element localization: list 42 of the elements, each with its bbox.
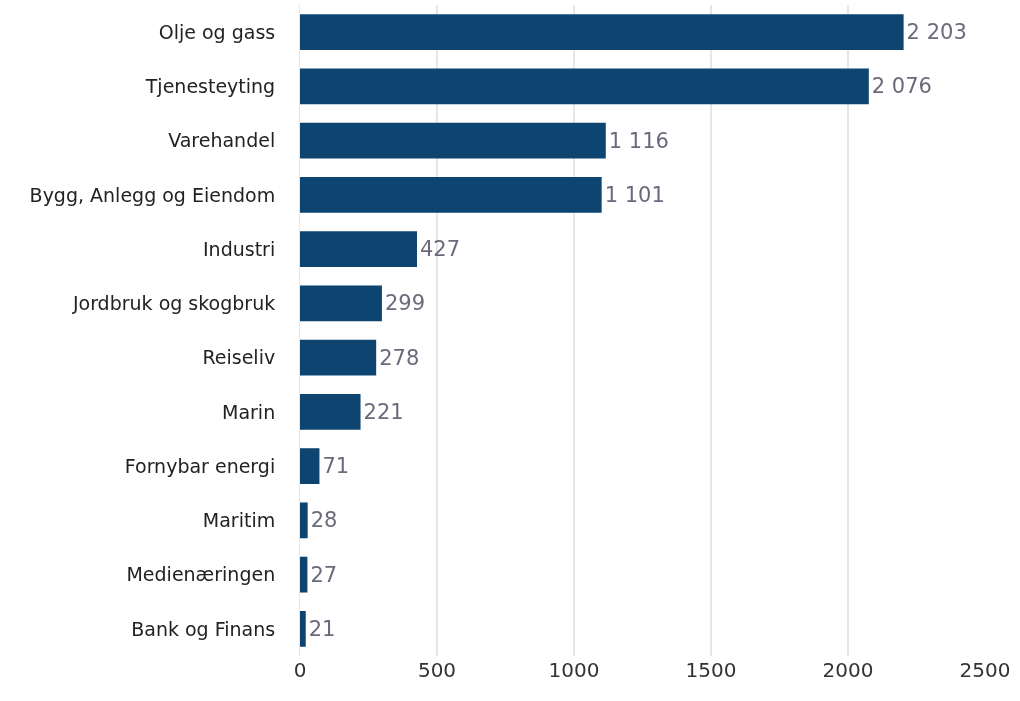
data-label: 278 (379, 345, 420, 370)
data-label: 27 (310, 562, 338, 587)
data-label: 1 101 (604, 182, 665, 207)
data-label: 28 (310, 508, 338, 533)
bar (300, 610, 306, 647)
x-tick-label: 2500 (959, 658, 1011, 682)
y-tick-label: Bygg, Anlegg og Eiendom (29, 183, 276, 206)
bar (300, 285, 382, 322)
bar (300, 393, 361, 430)
y-tick-label: Varehandel (168, 129, 276, 152)
bar (300, 339, 377, 376)
bar (300, 122, 606, 159)
y-tick-label: Marin (222, 400, 276, 423)
bar (300, 556, 308, 593)
x-tick-label: 500 (417, 658, 457, 682)
data-label: 1 116 (608, 128, 669, 153)
x-tick-label: 0 (293, 658, 307, 682)
data-label: 299 (384, 291, 426, 316)
y-tick-label: Medienæringen (126, 563, 276, 586)
bar (300, 448, 320, 485)
data-label: 221 (363, 399, 404, 424)
y-tick-label: Tjenesteyting (144, 75, 276, 98)
bar (300, 68, 869, 105)
y-tick-label: Bank og Finans (131, 617, 276, 640)
y-tick-label: Industri (203, 237, 276, 260)
y-tick-label: Jordbruk og skogbruk (71, 292, 276, 315)
x-tick-label: 1500 (685, 658, 737, 682)
y-tick-label: Reiseliv (202, 346, 276, 369)
data-label: 71 (322, 454, 350, 479)
bar (300, 14, 904, 51)
data-label: 21 (308, 616, 336, 641)
data-label: 2 203 (906, 20, 967, 45)
y-tick-label: Maritim (202, 509, 276, 532)
y-tick-label: Olje og gass (158, 20, 276, 43)
data-label: 427 (420, 237, 461, 262)
x-tick-label: 1000 (548, 658, 600, 682)
y-tick-label: Fornybar energi (124, 454, 276, 477)
bar (300, 176, 602, 213)
bar (300, 231, 417, 268)
bar (300, 502, 308, 539)
data-label: 2 076 (871, 74, 932, 99)
x-tick-label: 2000 (822, 658, 874, 682)
